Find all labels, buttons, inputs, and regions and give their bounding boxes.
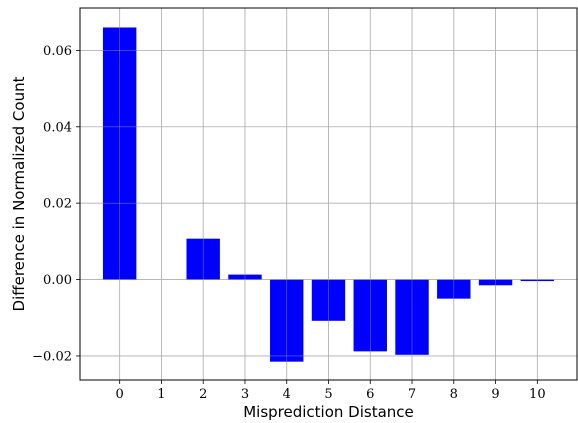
x-tick-label: 6 (366, 387, 374, 402)
x-tick-label: 2 (199, 387, 207, 402)
y-tick-label: 0.02 (43, 197, 72, 212)
y-tick-label: −0.02 (32, 349, 72, 364)
x-tick-label: 8 (450, 387, 458, 402)
x-tick-label: 3 (241, 387, 249, 402)
x-tick-label: 7 (408, 387, 416, 402)
x-tick-label: 0 (116, 387, 124, 402)
x-tick-label: 1 (157, 387, 165, 402)
y-tick-label: 0.04 (43, 120, 72, 135)
y-axis-label: Difference in Normalized Count (10, 76, 28, 311)
x-tick-label: 5 (324, 387, 332, 402)
zero-line (80, 8, 577, 380)
x-tick-label: 10 (529, 387, 546, 402)
y-tick-label: 0.00 (43, 273, 72, 288)
y-axis-ticks: −0.02 0.00 0.02 0.04 0.06 (32, 44, 80, 364)
x-axis-ticks: 0 1 2 3 4 5 6 7 8 9 10 (116, 380, 546, 402)
x-axis-label: Misprediction Distance (243, 403, 414, 421)
y-tick-label: 0.06 (43, 44, 72, 59)
x-tick-label: 9 (491, 387, 499, 402)
x-tick-label: 4 (283, 387, 291, 402)
